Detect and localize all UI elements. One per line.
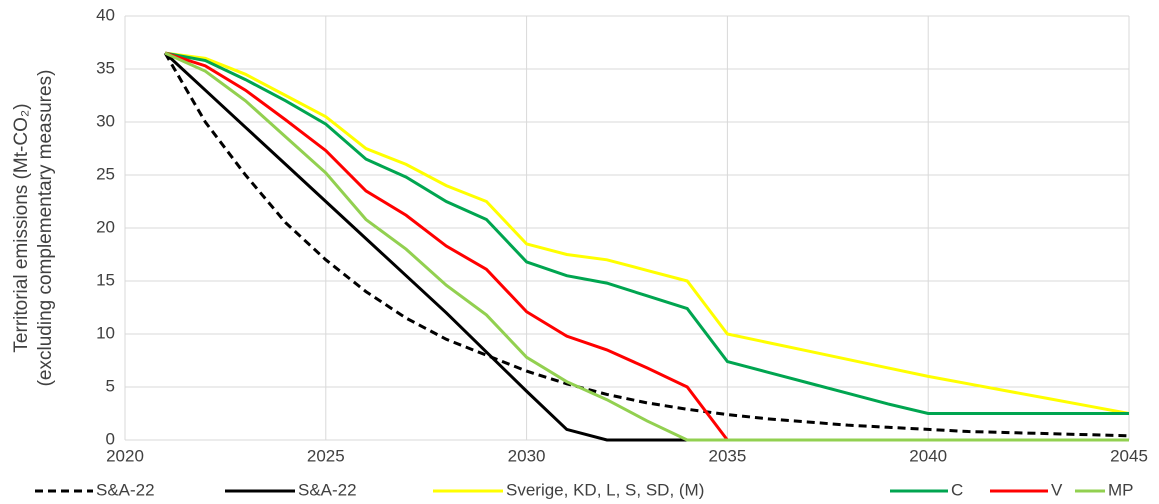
legend-label: Sverige, KD, L, S, SD, (M) [506, 480, 704, 499]
x-tick-label: 2045 [1110, 446, 1148, 465]
x-tick-label: 2020 [106, 446, 144, 465]
legend-label: S&A-22 [96, 480, 155, 499]
x-tick-label: 2030 [508, 446, 546, 465]
series-line [164, 51, 1129, 442]
y-axis-label: Territorial emissions (Mt-CO₂) [11, 103, 32, 352]
y-tick-label: 10 [96, 323, 115, 342]
y-tick-label: 20 [96, 217, 115, 236]
y-tick-label: 0 [106, 429, 115, 448]
x-tick-label: 2035 [708, 446, 746, 465]
y-tick-label: 5 [106, 376, 115, 395]
y-tick-label: 40 [96, 5, 115, 24]
series-line [164, 51, 1129, 442]
legend-label: S&A-22 [298, 480, 357, 499]
legend-label: MP [1108, 480, 1134, 499]
y-tick-label: 15 [96, 270, 115, 289]
y-axis-label: (excluding complementary measures) [35, 70, 56, 387]
legend-label: C [951, 480, 963, 499]
x-tick-label: 2040 [909, 446, 947, 465]
series-line [164, 51, 1130, 415]
series-line [164, 51, 1129, 442]
series-line [164, 51, 1129, 415]
x-tick-label: 2025 [307, 446, 345, 465]
y-tick-label: 25 [96, 164, 115, 183]
series-line [163, 52, 1130, 438]
y-tick-label: 30 [96, 111, 115, 130]
y-tick-label: 35 [96, 58, 115, 77]
legend-label: V [1051, 480, 1063, 499]
